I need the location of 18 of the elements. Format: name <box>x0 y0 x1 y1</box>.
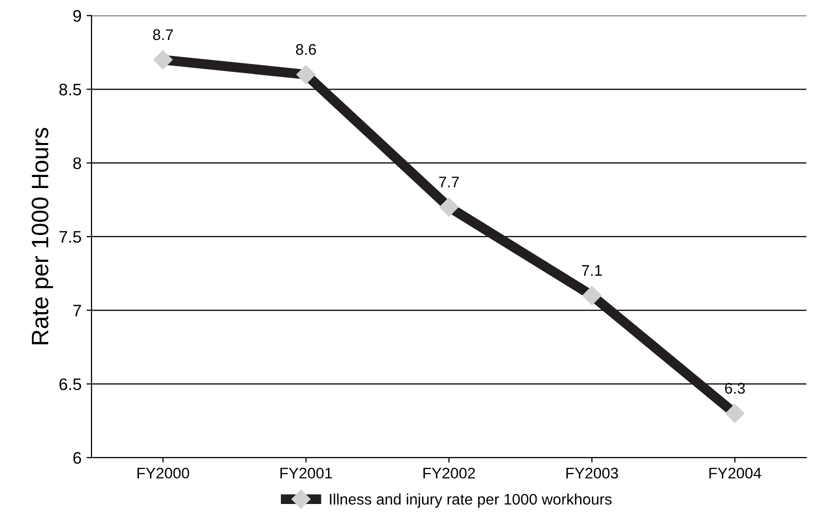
x-tick-label: FY2004 <box>709 468 762 479</box>
data-label: 8.7 <box>153 29 173 40</box>
data-label: 7.1 <box>582 265 602 276</box>
legend-label: Illness and injury rate per 1000 workhours <box>330 493 612 508</box>
y-tick-label: 6 <box>73 452 82 464</box>
y-tick-label: 8.5 <box>59 84 82 96</box>
y-tick-label: 7 <box>73 304 81 316</box>
y-tick-label: 8 <box>73 157 82 170</box>
x-tick-label: FY2003 <box>566 468 618 479</box>
data-label: 8.6 <box>296 44 316 55</box>
x-tick-label: FY2000 <box>137 468 190 479</box>
x-tick-label: FY2002 <box>423 468 475 479</box>
x-tick-label: FY2001 <box>280 468 332 479</box>
data-label: 7.7 <box>439 176 459 188</box>
y-tick-label: 9 <box>73 10 81 22</box>
y-tick-label: 7.5 <box>59 231 82 243</box>
y-axis-title: Rate per 1000 Hours <box>32 128 54 344</box>
y-tick-label: 6.5 <box>59 378 82 390</box>
